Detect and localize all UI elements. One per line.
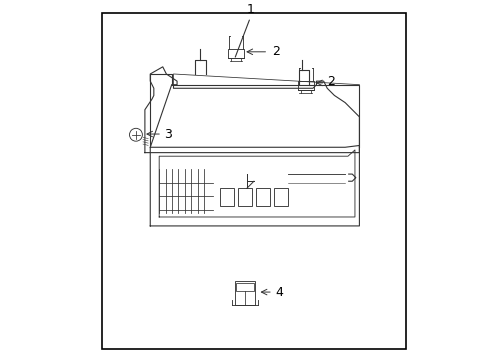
Bar — [220, 188, 234, 206]
Bar — [273, 188, 288, 206]
Text: 4: 4 — [275, 285, 283, 298]
Bar — [102, 13, 406, 349]
Bar — [235, 282, 255, 305]
Bar — [256, 188, 270, 206]
Text: 1: 1 — [246, 3, 254, 16]
Text: 2: 2 — [272, 45, 280, 58]
Bar — [236, 283, 254, 291]
Text: 3: 3 — [165, 127, 172, 140]
Bar — [228, 49, 244, 58]
Bar — [238, 188, 252, 206]
Bar — [298, 81, 314, 90]
Text: 2: 2 — [327, 75, 335, 88]
